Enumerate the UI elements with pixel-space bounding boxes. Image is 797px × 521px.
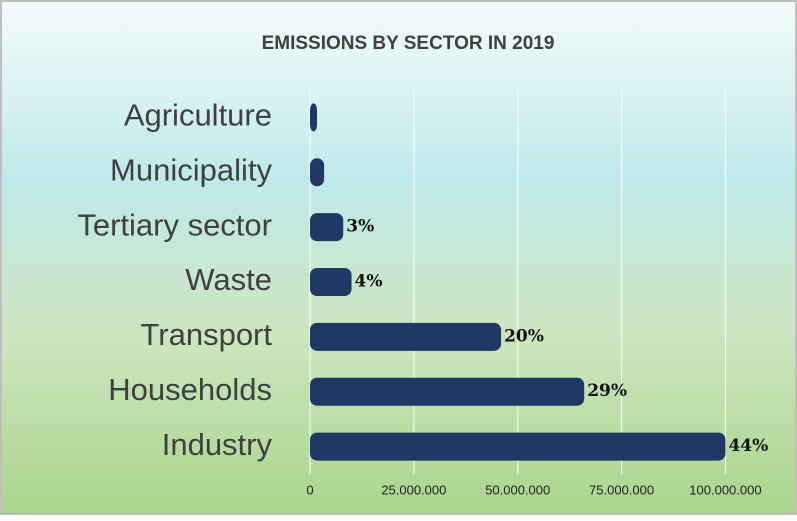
y-tick-label: Tertiary sector	[77, 207, 272, 242]
x-tick-label: 25.000.000	[381, 482, 446, 497]
x-tick-label: 75.000.000	[589, 482, 654, 497]
x-tick-label: 0	[306, 482, 313, 497]
y-tick-label: Households	[108, 372, 272, 407]
y-tick-label: Waste	[185, 262, 272, 297]
chart-title: EMISSIONS BY SECTOR IN 2019	[262, 33, 555, 54]
bar	[310, 322, 502, 351]
y-tick-label: Agriculture	[124, 98, 272, 133]
bar	[310, 103, 318, 132]
bar	[310, 268, 352, 296]
x-tick-label: 50.000.000	[485, 482, 550, 497]
bar	[310, 432, 726, 461]
bar	[310, 377, 585, 406]
y-tick-label: Transport	[140, 317, 272, 352]
bar	[310, 158, 325, 187]
data-label: 4%	[355, 272, 383, 292]
data-label: 44%	[728, 436, 768, 456]
data-label: 3%	[346, 217, 374, 237]
data-label: 20%	[504, 326, 544, 346]
y-tick-label: Municipality	[110, 152, 272, 187]
x-tick-label: 100.000.000	[689, 482, 761, 497]
y-tick-label: Industry	[162, 427, 273, 462]
bar	[310, 213, 344, 242]
data-label: 29%	[587, 381, 627, 401]
